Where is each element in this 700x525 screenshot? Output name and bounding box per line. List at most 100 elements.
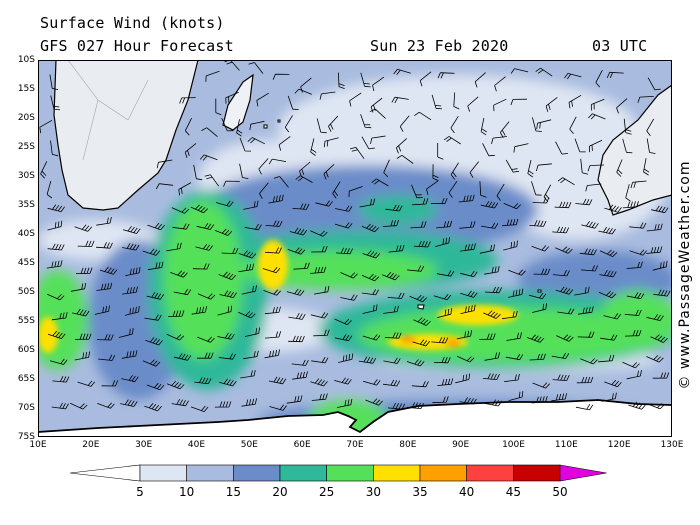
wind-barb xyxy=(50,95,61,111)
wind-barb xyxy=(646,246,663,254)
wind-barb xyxy=(532,303,547,313)
legend-label: 35 xyxy=(412,485,428,499)
wind-barb xyxy=(508,391,524,401)
lat-label: 20S xyxy=(17,113,35,123)
wind-barb xyxy=(273,176,289,188)
wind-barb xyxy=(443,136,461,145)
wind-barb xyxy=(291,359,309,366)
wind-barb xyxy=(97,402,115,409)
wind-barb xyxy=(532,117,542,132)
wind-barb xyxy=(485,286,502,294)
lat-label: 40S xyxy=(17,229,35,239)
wind-barb xyxy=(393,68,411,76)
wind-barb xyxy=(311,393,328,401)
wind-barb xyxy=(580,358,598,365)
wind-barb xyxy=(47,220,63,231)
wind-barb xyxy=(244,327,260,337)
wind-barb xyxy=(361,136,375,150)
wind-barb xyxy=(458,194,475,203)
wind-barb xyxy=(190,405,209,412)
wind-barb xyxy=(606,71,624,79)
wind-barb xyxy=(436,220,453,229)
wind-barb xyxy=(195,243,213,251)
wind-barb xyxy=(310,266,327,274)
lat-label: 25S xyxy=(17,142,35,152)
wind-barb xyxy=(453,92,460,110)
wind-barb xyxy=(204,174,220,187)
legend-swatch xyxy=(419,464,467,482)
wind-barb xyxy=(455,373,471,384)
wind-barb xyxy=(47,243,65,251)
wind-barb xyxy=(293,262,310,270)
wind-barb xyxy=(604,379,622,388)
wind-barb xyxy=(646,314,664,321)
wind-barb xyxy=(480,200,499,209)
wind-barb xyxy=(480,117,487,136)
wind-barb xyxy=(218,271,237,280)
wind-barb xyxy=(311,245,328,253)
wind-barb xyxy=(218,353,236,360)
wind-barb xyxy=(599,249,618,257)
wind-barb xyxy=(240,370,256,379)
wind-barb xyxy=(337,398,353,408)
wind-barb xyxy=(435,237,450,247)
wind-barb xyxy=(437,378,454,386)
legend-label: 15 xyxy=(225,485,241,499)
wind-barb xyxy=(532,382,550,389)
wind-barb xyxy=(74,333,92,340)
lon-label: 70E xyxy=(346,440,364,450)
wind-barb xyxy=(574,286,590,296)
wind-barb xyxy=(171,207,190,214)
wind-barb xyxy=(623,118,632,135)
wind-map[interactable] xyxy=(38,60,672,437)
wind-barb xyxy=(96,282,113,291)
wind-barb xyxy=(221,247,239,254)
wind-barb xyxy=(287,95,299,110)
wind-barbs xyxy=(39,60,671,412)
lon-label: 50E xyxy=(240,440,258,450)
wind-barb xyxy=(184,118,192,136)
wind-barb xyxy=(98,354,116,361)
wind-barb xyxy=(552,226,570,234)
wind-barb xyxy=(268,158,287,165)
wind-barb xyxy=(96,334,114,341)
wind-barb xyxy=(406,402,424,409)
wind-barb xyxy=(214,401,232,408)
wind-barb xyxy=(410,221,427,229)
wind-barb xyxy=(646,355,664,363)
wind-barb xyxy=(370,135,386,144)
wind-barb xyxy=(503,240,518,251)
wind-barb xyxy=(626,292,645,300)
lat-label: 15S xyxy=(17,84,35,94)
wind-barb xyxy=(575,403,594,411)
wind-barb xyxy=(533,268,551,275)
wind-barb xyxy=(166,333,185,341)
legend-swatch xyxy=(326,464,374,482)
wind-barb xyxy=(335,205,353,212)
wind-barb xyxy=(501,310,518,320)
wind-barb xyxy=(626,261,643,269)
wind-barb xyxy=(146,382,165,391)
wind-barb xyxy=(184,143,197,159)
wind-barb xyxy=(96,217,112,226)
wind-barb xyxy=(412,198,429,206)
australia-landmass xyxy=(597,84,672,216)
wind-barb xyxy=(383,159,390,178)
wind-barb xyxy=(221,117,234,132)
wind-barb xyxy=(47,204,65,212)
wind-barb xyxy=(395,138,407,154)
wind-barb xyxy=(551,393,568,402)
wind-barb xyxy=(178,182,192,196)
wind-barb xyxy=(479,333,496,340)
wind-barb xyxy=(385,204,403,212)
wind-barb xyxy=(575,198,593,206)
wind-barb xyxy=(382,219,399,227)
lat-label: 45S xyxy=(17,258,35,268)
legend-swatch xyxy=(466,464,514,482)
wind-barb xyxy=(482,373,500,380)
wind-barb xyxy=(484,265,500,275)
legend-label: 25 xyxy=(319,485,335,499)
wind-barb xyxy=(215,200,234,207)
forecast-date: Sun 23 Feb 2020 xyxy=(370,37,509,55)
wind-barb xyxy=(262,266,281,274)
